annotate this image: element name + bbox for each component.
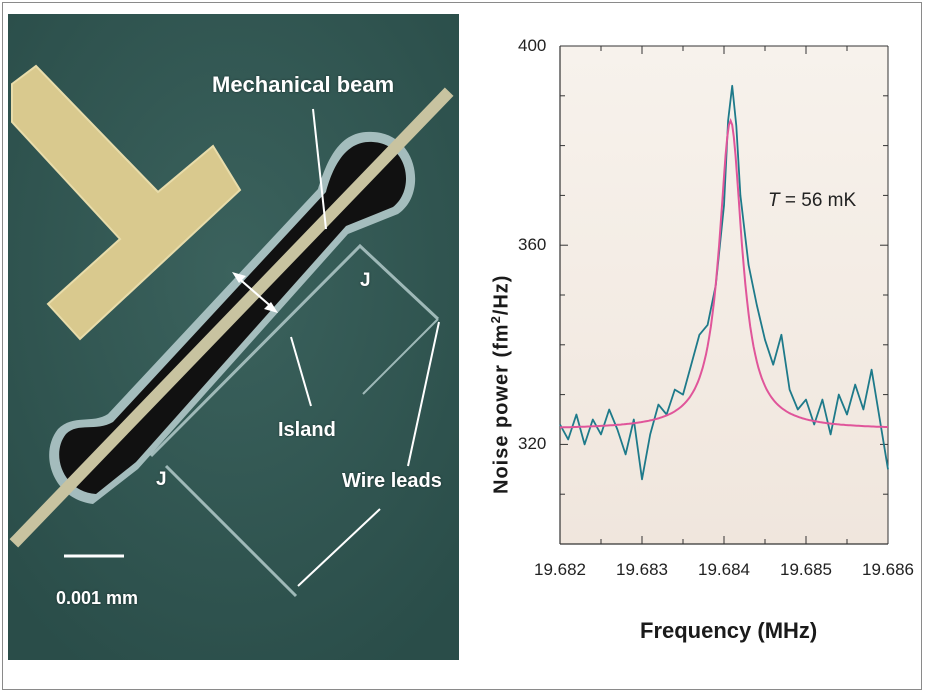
x-tick-label: 19.684 xyxy=(698,560,750,579)
gap-arrow xyxy=(235,275,275,310)
gold-pad xyxy=(11,64,242,341)
leads-pointer-bottom xyxy=(297,508,381,587)
wire-lead-top xyxy=(149,243,440,458)
x-tick-label: 19.683 xyxy=(616,560,668,579)
x-tick-label: 19.686 xyxy=(862,560,914,579)
y-tick-label: 400 xyxy=(518,36,547,55)
junction-label-bottom: J xyxy=(156,469,167,490)
island-pointer xyxy=(290,336,312,407)
gap-arrowhead-a xyxy=(232,272,246,283)
y-tick-label: 360 xyxy=(518,235,547,255)
wire-lead-bottom xyxy=(164,464,298,598)
x-axis-label: Frequency (MHz) xyxy=(640,618,818,643)
y-tick-label: 320 xyxy=(518,434,547,454)
mechanical-beam xyxy=(9,87,454,548)
y-axis-label: Noise power (fm2/Hz) xyxy=(488,274,513,494)
micrograph-panel: Mechanical beam Island Wire leads J J 0.… xyxy=(8,14,459,660)
temperature-annotation: T = 56 mK xyxy=(768,190,856,212)
chart-svg xyxy=(559,45,889,545)
temperature-value: = 56 mK xyxy=(779,190,857,211)
beam-pointer xyxy=(312,108,327,230)
x-tick-label: 19.685 xyxy=(780,560,832,579)
leads-pointer-top xyxy=(407,321,440,467)
beam-label: Mechanical beam xyxy=(212,72,395,97)
wire-lead-right xyxy=(362,318,439,395)
temperature-symbol: T xyxy=(768,190,780,211)
plot-area xyxy=(560,46,888,544)
lorentzian-fit-line xyxy=(560,117,889,429)
junction-label-top: J xyxy=(360,270,371,291)
gap-arrowhead-b xyxy=(264,302,278,313)
leads-label: Wire leads xyxy=(342,470,442,492)
island-label: Island xyxy=(278,419,336,441)
scale-label: 0.001 mm xyxy=(56,588,139,608)
noise-data-line xyxy=(559,84,889,481)
x-tick-label: 19.682 xyxy=(534,560,586,579)
noise-spectrum-chart: Noise power (fm2/Hz) Frequency (MHz) T =… xyxy=(470,10,920,680)
micrograph-drawing xyxy=(8,14,459,660)
